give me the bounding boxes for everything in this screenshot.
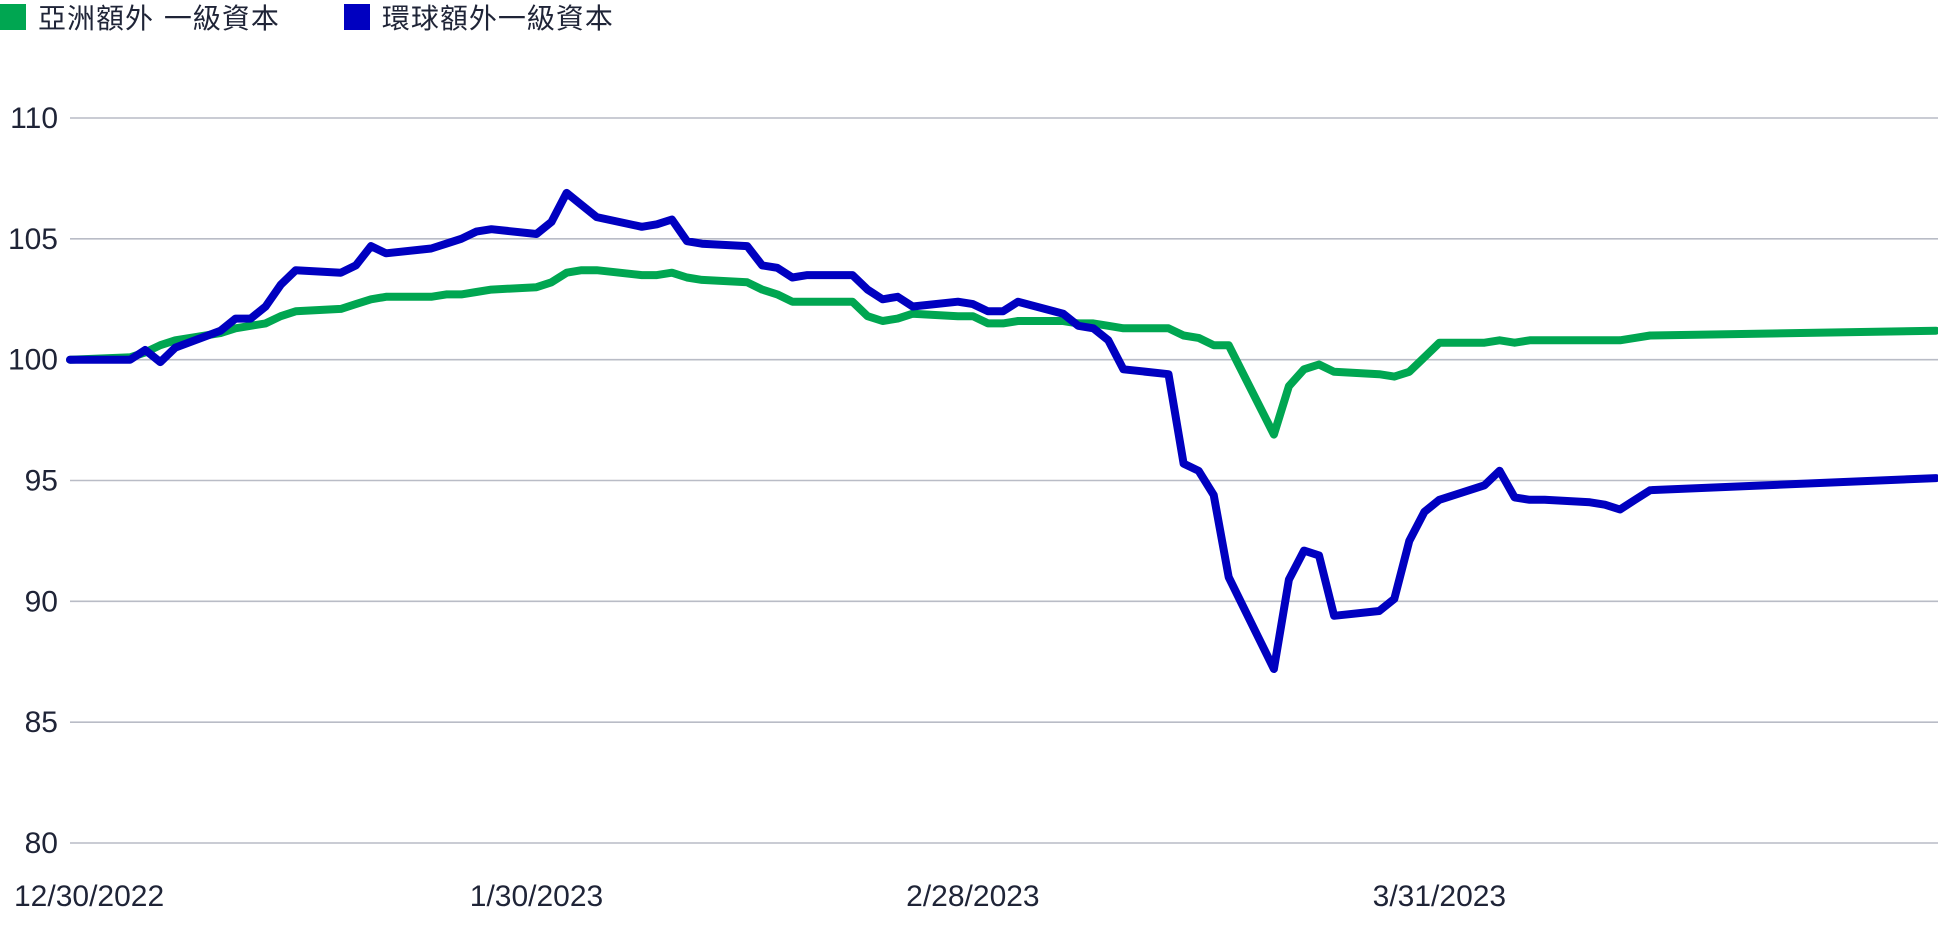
y-tick-label: 100: [8, 344, 58, 377]
legend: 亞洲額外 一級資本 環球額外一級資本: [0, 0, 678, 37]
y-tick-label: 105: [8, 223, 58, 256]
y-tick-label: 90: [25, 585, 58, 618]
x-tick-label: 12/30/2022: [14, 880, 164, 913]
legend-item-global[interactable]: 環球額外一級資本: [343, 0, 614, 37]
y-tick-label: 85: [25, 706, 58, 739]
x-tick-label: 3/31/2023: [1373, 880, 1506, 913]
series-line-asia: [66, 266, 1938, 439]
series-layer: [66, 188, 1938, 673]
gridlines: [70, 117, 1938, 844]
legend-label-global: 環球額外一級資本: [381, 2, 614, 35]
legend-swatch-global: [343, 4, 370, 30]
legend-item-asia[interactable]: 亞洲額外 一級資本: [0, 0, 280, 37]
y-tick-label: 80: [25, 827, 58, 860]
y-axis-ticks: 110 105 100 95 90 85 80: [8, 102, 58, 860]
x-tick-label: 2/28/2023: [906, 880, 1039, 913]
x-axis-ticks: 12/30/2022 1/30/2023 2/28/2023 3/31/2023: [14, 880, 1506, 913]
legend-label-asia: 亞洲額外 一級資本: [38, 2, 280, 35]
y-tick-label: 110: [10, 102, 58, 135]
legend-swatch-asia: [0, 4, 26, 30]
y-tick-label: 95: [25, 465, 58, 498]
series-line-global: [66, 188, 1938, 673]
x-tick-label: 1/30/2023: [470, 880, 603, 913]
